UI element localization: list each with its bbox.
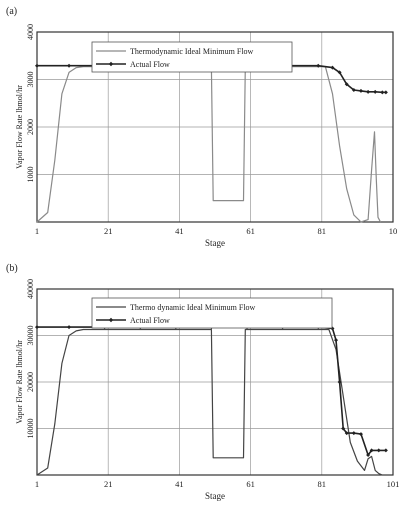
data-point-actual-flow (35, 63, 39, 68)
legend-label: Actual Flow (130, 60, 170, 69)
chart-panel-b: (b) 1 21 41 61 81 101 10000 20000 30000 40000 Stage… (6, 263, 399, 501)
y-axis-label: Vapor Flow Rate lbmol/hr (15, 85, 24, 169)
y-tick-label: 10000 (26, 419, 35, 439)
x-tick-label: 61 (246, 226, 255, 236)
legend-label: Actual Flow (130, 316, 170, 325)
x-tick-label: 81 (318, 226, 327, 236)
legend-marker (108, 317, 114, 323)
data-point-actual-flow (67, 325, 72, 330)
data-point-actual-flow (351, 431, 356, 436)
x-tick-label: 1 (35, 226, 39, 236)
data-point-actual-flow (344, 82, 349, 87)
plot-area (36, 31, 394, 223)
data-point-actual-flow (35, 325, 39, 330)
data-point-actual-flow (366, 89, 371, 94)
data-point-actual-flow (383, 90, 388, 95)
series-line-ideal-minimum-flow (36, 66, 382, 223)
x-tick-label: 1 (35, 479, 39, 489)
panel-label: (b) (6, 263, 18, 274)
y-tick-label: 40000 (26, 279, 35, 299)
data-point-actual-flow (366, 453, 371, 458)
legend-box (91, 297, 333, 329)
x-tick-label: 61 (246, 479, 255, 489)
chart-panel-a: (a) 1 21 41 61 81 10 1000 2000 3000 4000 Stage Vapor… (6, 6, 397, 248)
x-tick-label: 101 (387, 479, 399, 489)
data-point-actual-flow (341, 426, 346, 431)
legend-label: Thermo dynamic Ideal Minimum Flow (130, 303, 256, 312)
legend-marker (108, 61, 114, 67)
x-tick-label: 81 (318, 479, 327, 489)
y-axis-label: Vapor Flow Rate lbmol/hr (15, 340, 24, 424)
panel-label: (a) (6, 6, 17, 17)
data-point-actual-flow (316, 63, 321, 68)
legend-label: Thermodynamic Ideal Minimum Flow (130, 47, 254, 56)
data-point-actual-flow (369, 448, 374, 453)
y-tick-label: 4000 (26, 24, 35, 40)
data-point-actual-flow (337, 70, 342, 75)
x-tick-label: 10 (389, 226, 398, 236)
y-tick-label: 2000 (26, 119, 35, 135)
x-tick-label: 41 (175, 226, 184, 236)
y-tick-label: 3000 (26, 72, 35, 88)
data-point-actual-flow (351, 87, 356, 92)
data-point-actual-flow (344, 431, 349, 436)
plot-area (36, 288, 394, 476)
data-point-actual-flow (67, 63, 72, 68)
data-point-actual-flow (383, 448, 388, 453)
data-point-actual-flow (376, 448, 381, 453)
data-point-actual-flow (380, 90, 385, 95)
y-tick-label: 30000 (26, 326, 35, 346)
x-axis-label: Stage (205, 491, 225, 501)
legend-box (91, 41, 293, 73)
data-point-actual-flow (358, 88, 363, 93)
y-tick-label: 1000 (26, 167, 35, 183)
x-tick-label: 21 (104, 226, 113, 236)
x-tick-label: 21 (104, 479, 113, 489)
x-axis-label: Stage (205, 238, 225, 248)
y-tick-label: 20000 (26, 372, 35, 392)
data-point-actual-flow (373, 89, 378, 94)
data-point-actual-flow (337, 380, 342, 384)
series-line-ideal-minimum-flow (36, 328, 383, 476)
data-point-actual-flow (358, 432, 363, 437)
data-point-actual-flow (334, 338, 339, 343)
data-point-actual-flow (330, 65, 335, 70)
x-tick-label: 41 (175, 479, 184, 489)
